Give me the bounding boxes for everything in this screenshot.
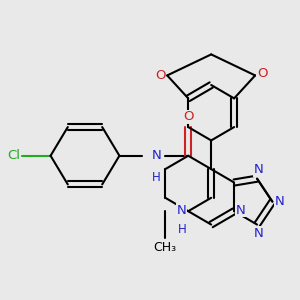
Text: O: O	[257, 67, 268, 80]
Text: CH₃: CH₃	[154, 241, 177, 254]
Text: N: N	[236, 203, 246, 217]
Text: N: N	[152, 149, 162, 162]
Text: N: N	[254, 227, 264, 240]
Text: H: H	[178, 223, 186, 236]
Text: O: O	[155, 69, 165, 82]
Text: H: H	[152, 171, 161, 184]
Text: N: N	[275, 195, 285, 208]
Text: N: N	[177, 203, 186, 217]
Text: Cl: Cl	[7, 149, 20, 162]
Text: N: N	[254, 164, 264, 176]
Text: O: O	[183, 110, 194, 123]
